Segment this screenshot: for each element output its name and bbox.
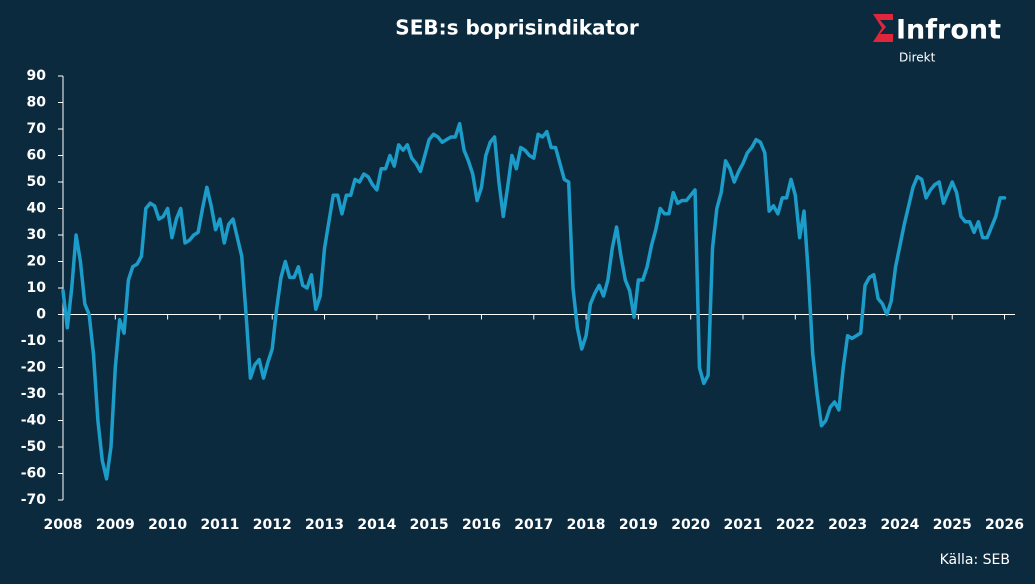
y-tick-label: -20 [21, 360, 47, 376]
y-tick-label: 0 [36, 307, 46, 323]
x-tick-label: 2015 [410, 517, 449, 533]
x-tick-label: 2012 [253, 517, 292, 533]
x-tick-label: 2017 [514, 517, 553, 533]
x-tick-label: 2022 [776, 517, 815, 533]
y-tick-label: -50 [21, 439, 47, 455]
logo: Infront Direkt [873, 14, 1001, 65]
y-tick-label: 10 [27, 280, 47, 296]
y-tick-label: 30 [27, 227, 47, 243]
x-tick-label: 2011 [200, 517, 239, 533]
x-tick-label: 2021 [724, 517, 763, 533]
y-tick-label: 60 [27, 148, 47, 164]
line-series [61, 121, 1007, 481]
chart-title: SEB:s boprisindikator [395, 16, 639, 40]
x-tick-label: 2023 [828, 517, 867, 533]
x-tick-label: 2025 [933, 517, 972, 533]
x-tick-label: 2013 [305, 517, 344, 533]
logo-name: Infront [896, 15, 1001, 46]
y-tick-label: 80 [27, 95, 47, 111]
x-tick-label: 2019 [619, 517, 658, 533]
x-tick-label: 2010 [148, 517, 187, 533]
y-tick-label: -70 [21, 492, 47, 508]
source: Källa: SEB [940, 552, 1010, 568]
y-tick-label: -60 [21, 466, 47, 482]
y-tick-label: 90 [27, 68, 47, 84]
x-tick-label: 2026 [985, 517, 1024, 533]
x-tick-label: 2024 [880, 517, 919, 533]
y-tick-label: 50 [27, 174, 47, 190]
y-tick-label: -10 [21, 333, 47, 349]
y-tick-label: 70 [27, 121, 47, 137]
y-tick-label: -40 [21, 413, 47, 429]
x-tick-label: 2016 [462, 517, 501, 533]
logo-sub: Direkt [899, 51, 936, 65]
logo-mark [873, 14, 893, 42]
y-tick-label: 40 [27, 201, 47, 217]
x-tick-label: 2020 [671, 517, 710, 533]
y-tick-label: 20 [27, 254, 47, 270]
x-tick-label: 2008 [44, 517, 83, 533]
y-tick-label: -30 [21, 386, 47, 402]
x-tick-label: 2014 [357, 517, 396, 533]
x-tick-label: 2018 [567, 517, 606, 533]
x-tick-label: 2009 [96, 517, 135, 533]
